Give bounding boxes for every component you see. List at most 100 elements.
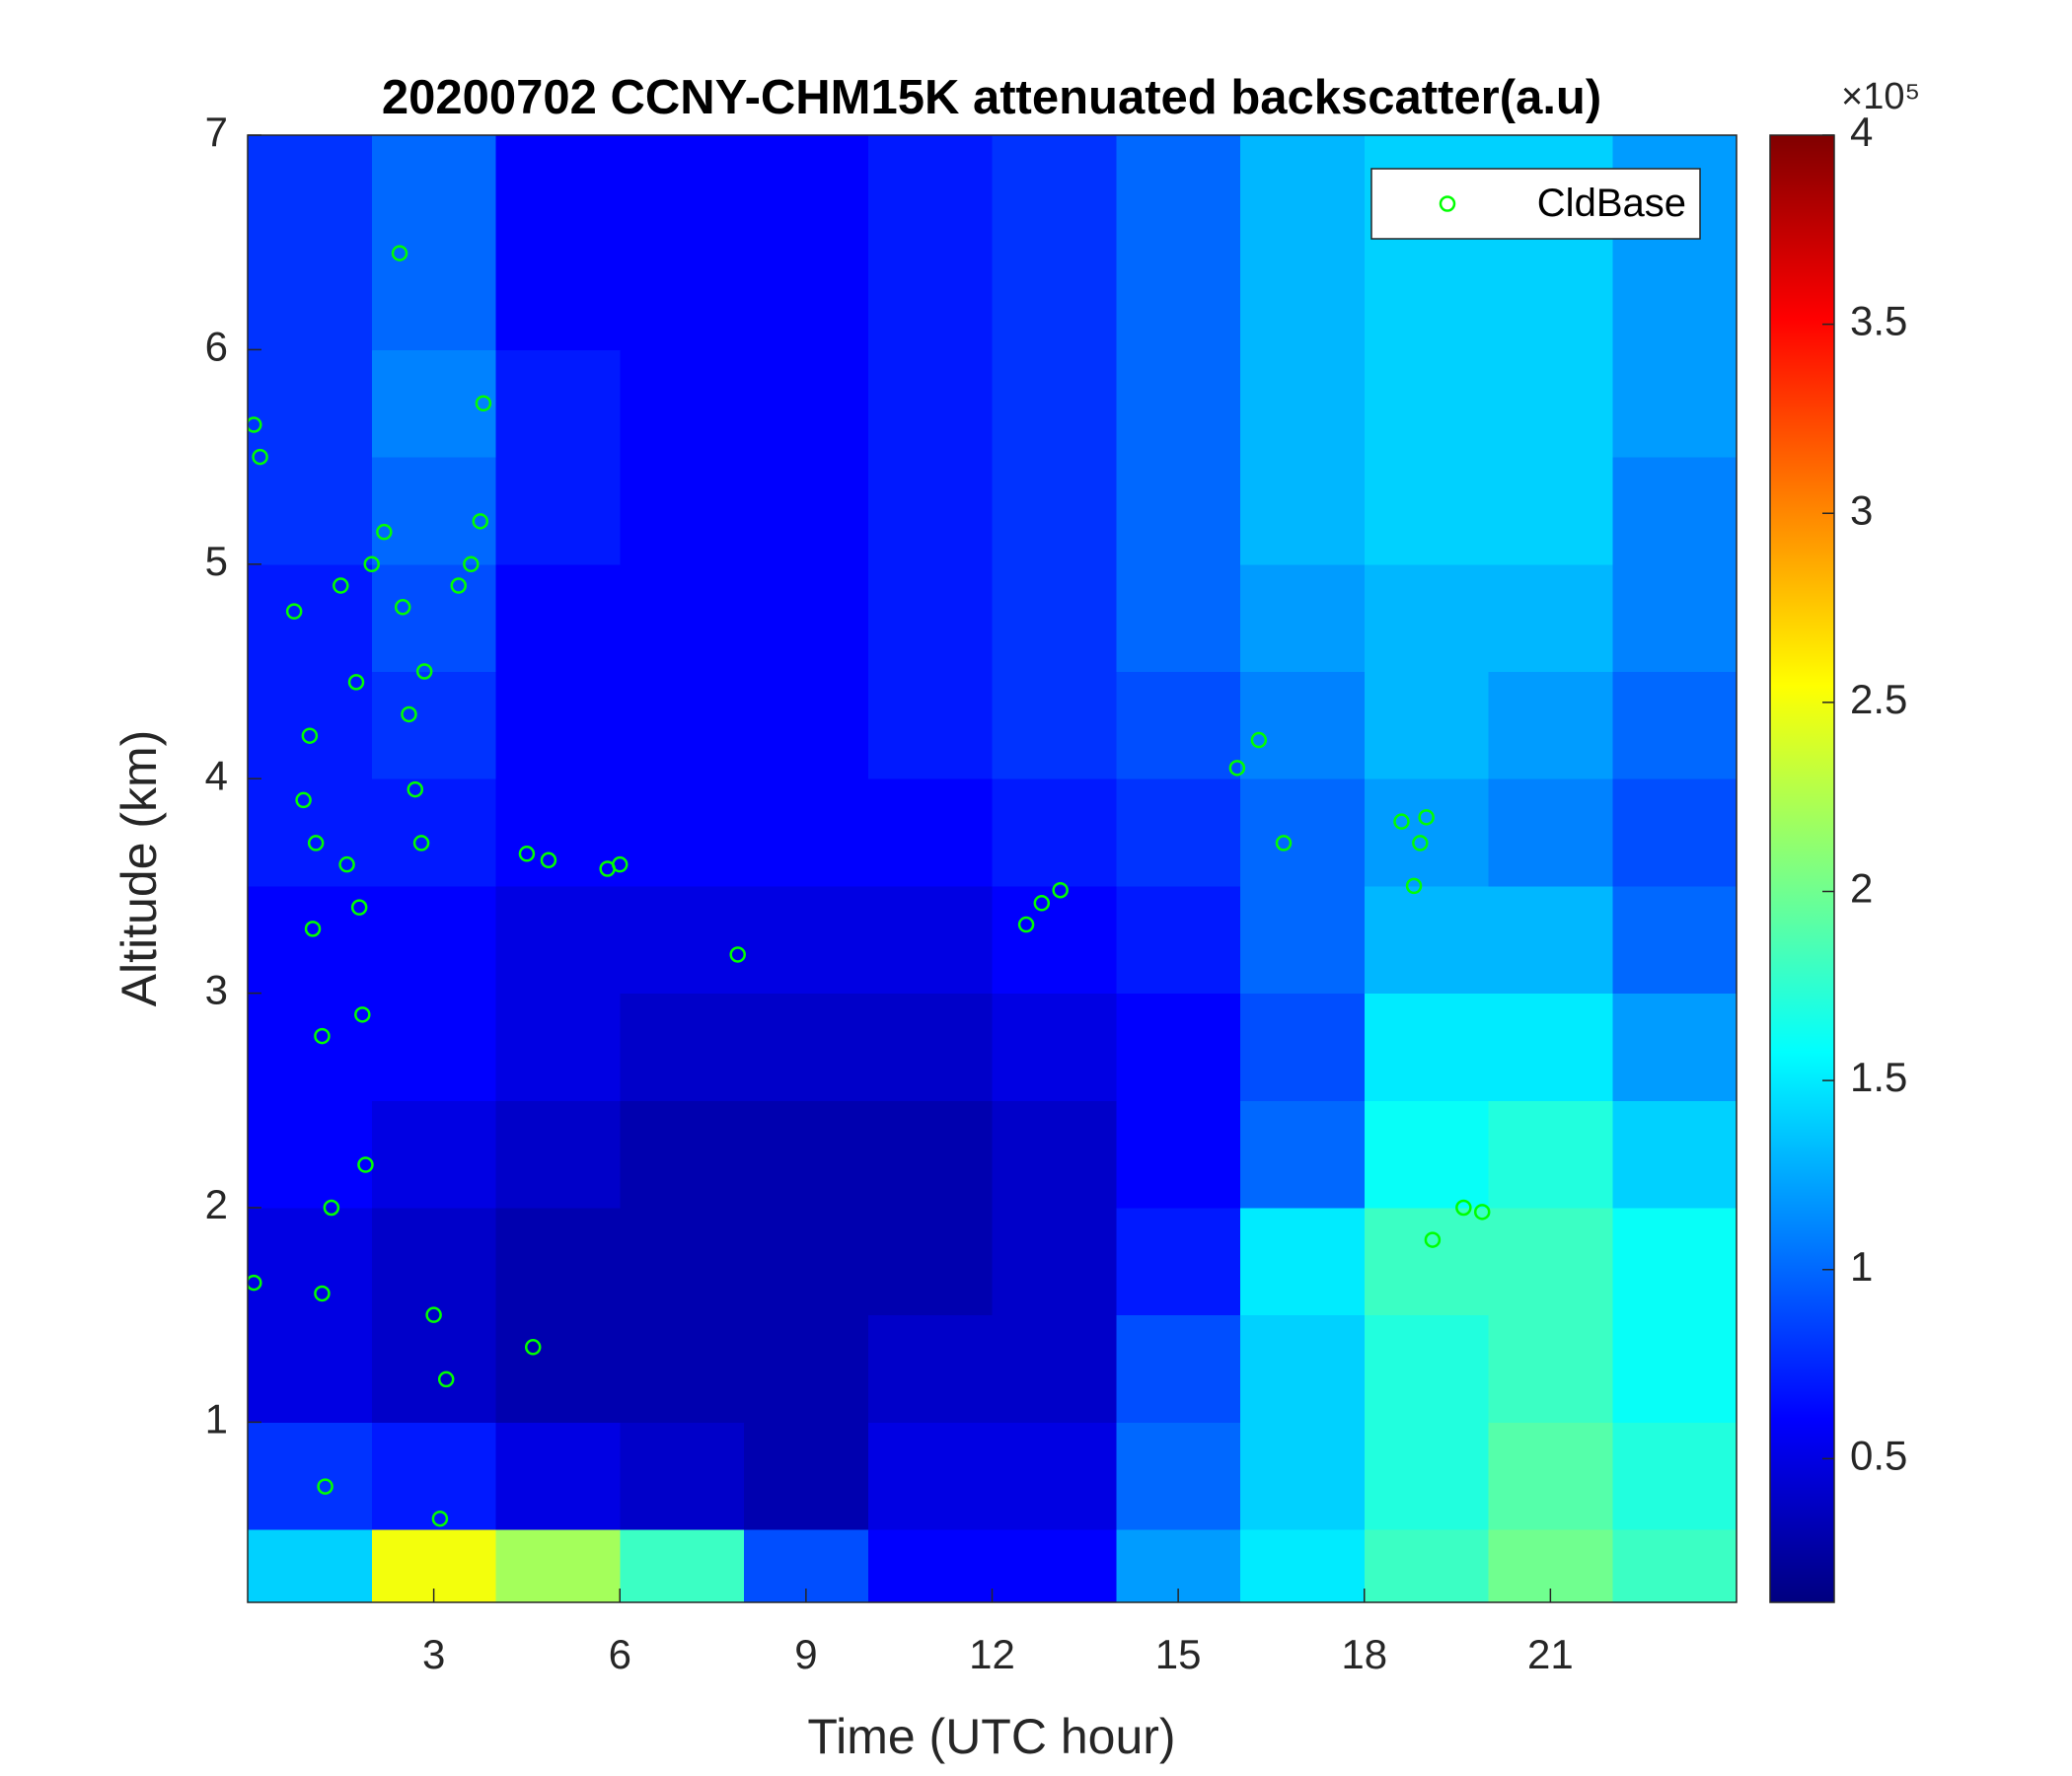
heatmap-cell [371, 1207, 496, 1316]
heatmap-cell [1364, 1314, 1489, 1423]
heatmap-cell [1116, 135, 1241, 244]
heatmap-cell [992, 1100, 1117, 1209]
heatmap-cell [1612, 242, 1737, 350]
heatmap-cell [992, 1314, 1117, 1423]
y-axis-label: Altitude (km) [111, 730, 167, 1007]
heatmap-cell [620, 457, 745, 565]
heatmap-cell [1612, 1207, 1737, 1316]
colorbar-tick-label: 2 [1850, 865, 1873, 912]
heatmap-cell [992, 993, 1117, 1101]
heatmap-cell [744, 1422, 869, 1530]
heatmap-cell [744, 993, 869, 1101]
heatmap-cell [992, 242, 1117, 350]
heatmap-cell [1488, 885, 1613, 995]
heatmap-cell [1240, 778, 1366, 887]
cloud-base-point [295, 791, 312, 809]
heatmap-cell [620, 993, 745, 1101]
colorbar-tick-label: 4 [1850, 109, 1873, 155]
heatmap-cell [620, 1529, 745, 1602]
x-tick-label: 9 [794, 1631, 817, 1677]
x-tick-label: 12 [969, 1631, 1015, 1677]
heatmap [248, 135, 1737, 1602]
cloud-base-point [425, 1306, 442, 1323]
heatmap-cell [620, 1207, 745, 1316]
heatmap-cell [495, 563, 621, 672]
colorbar-tick-label: 1 [1850, 1243, 1873, 1290]
cloud-base-point [357, 1156, 374, 1173]
heatmap-cell [1240, 1207, 1366, 1316]
heatmap-cell [867, 242, 993, 350]
heatmap-cell [495, 885, 621, 995]
heatmap-cell [1612, 1314, 1737, 1423]
heatmap-cell [744, 135, 869, 244]
heatmap-cell [867, 1207, 993, 1316]
heatmap-cell [744, 778, 869, 887]
cloud-base-point [1275, 835, 1293, 851]
heatmap-cell [495, 135, 621, 244]
cloud-base-point [540, 851, 557, 869]
colorbar-tick-label: 3 [1850, 486, 1873, 533]
heatmap-cell [1116, 778, 1241, 887]
cloud-base-point [450, 577, 468, 594]
heatmap-cell [495, 993, 621, 1101]
cloud-base-point [252, 448, 268, 466]
heatmap-cell [1240, 242, 1366, 350]
heatmap-cell [1364, 1207, 1489, 1316]
cloud-base-point [323, 1199, 340, 1217]
cloud-base-point [1412, 835, 1429, 851]
heatmap-cell [1488, 242, 1613, 350]
heatmap-cell [1116, 563, 1241, 672]
heatmap-cell [992, 1207, 1117, 1316]
y-tick-label: 1 [205, 1395, 228, 1442]
x-tick-label: 6 [609, 1631, 631, 1677]
heatmap-cell [1364, 1529, 1489, 1602]
heatmap-cell [248, 1207, 373, 1316]
cloud-base-point [301, 727, 319, 744]
heatmap-cell [1488, 671, 1613, 779]
heatmap-cell [1364, 993, 1489, 1101]
heatmap-cell [620, 778, 745, 887]
heatmap-cell [1116, 1314, 1241, 1423]
cloud-base-point [304, 921, 322, 937]
heatmap-cell [248, 671, 373, 779]
heatmap-cell [1116, 671, 1241, 779]
heatmap-cell [1116, 457, 1241, 565]
heatmap-cell [371, 993, 496, 1101]
x-tick-label: 18 [1341, 1631, 1387, 1677]
heatmap-cell [744, 1314, 869, 1423]
heatmap-cell [371, 1314, 496, 1423]
heatmap-cell [992, 885, 1117, 995]
cloud-base-point [354, 1006, 371, 1023]
heatmap-cell [992, 1422, 1117, 1530]
heatmap-cell [1240, 349, 1366, 458]
heatmap-cell [1612, 457, 1737, 565]
heatmap-cell [248, 349, 373, 458]
y-tick-label: 5 [205, 538, 228, 584]
cloud-base-point [338, 855, 355, 873]
heatmap-cell [620, 1314, 745, 1423]
heatmap-cell [867, 1100, 993, 1209]
heatmap-cell [248, 1529, 373, 1602]
heatmap-cell [744, 1100, 869, 1209]
heatmap-cell [1612, 1422, 1737, 1530]
cloud-base-point [415, 663, 433, 680]
x-axis-label: Time (UTC hour) [807, 1709, 1175, 1764]
heatmap-cell [992, 778, 1117, 887]
heatmap-cell [992, 1529, 1117, 1602]
heatmap-cell [1364, 1422, 1489, 1530]
heatmap-cell [1612, 993, 1737, 1101]
heatmap-cell [744, 563, 869, 672]
cloud-base-point [1033, 895, 1051, 912]
heatmap-cell [620, 242, 745, 350]
heatmap-cell [1364, 457, 1489, 565]
cloud-base-point [248, 416, 262, 433]
heatmap-cell [744, 671, 869, 779]
cloud-base-point [350, 899, 368, 916]
cloud-base-point [1455, 1199, 1472, 1217]
heatmap-cell [248, 457, 373, 565]
heatmap-cell [1364, 242, 1489, 350]
heatmap-cell [248, 135, 373, 244]
cloud-base-point [437, 1370, 455, 1388]
heatmap-cell [371, 671, 496, 779]
